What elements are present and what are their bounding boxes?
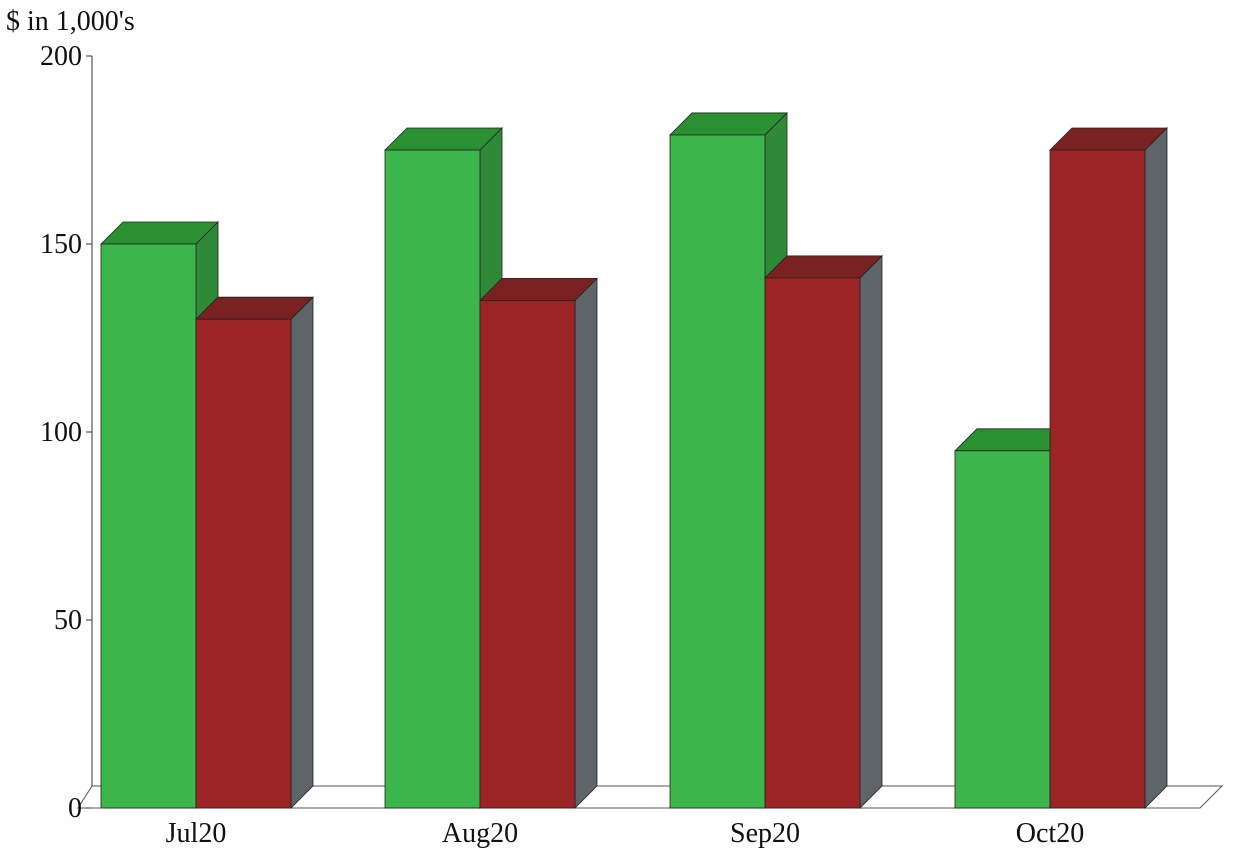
bar xyxy=(1049,149,1146,809)
bar-side-face xyxy=(290,296,314,809)
bar xyxy=(479,299,576,809)
bar xyxy=(100,243,197,809)
y-tick-label: 100 xyxy=(40,417,82,448)
x-tick-label: Aug20 xyxy=(442,818,518,849)
bars xyxy=(100,111,1168,809)
bar xyxy=(954,450,1051,809)
bar xyxy=(764,277,861,809)
bar xyxy=(384,149,481,809)
bar-side-face xyxy=(859,254,883,809)
y-tick-label: 200 xyxy=(40,41,82,72)
x-tick-label: Oct20 xyxy=(1016,818,1084,849)
bar-side-face xyxy=(1144,127,1168,809)
y-tick-label: 0 xyxy=(68,793,82,824)
x-tick-label: Sep20 xyxy=(730,818,800,849)
bar-side-face xyxy=(574,277,598,809)
y-tick-label: 50 xyxy=(54,605,82,636)
bar xyxy=(669,134,766,809)
y-axis-unit-label: $ in 1,000's xyxy=(6,6,135,37)
axis-labels: 0 50 100 150 200 Jul20 Aug20 Sep20 Oct20 xyxy=(40,41,1084,849)
x-tick-label: Jul20 xyxy=(166,818,227,849)
y-tick-label: 150 xyxy=(40,229,82,260)
bar xyxy=(195,318,292,809)
